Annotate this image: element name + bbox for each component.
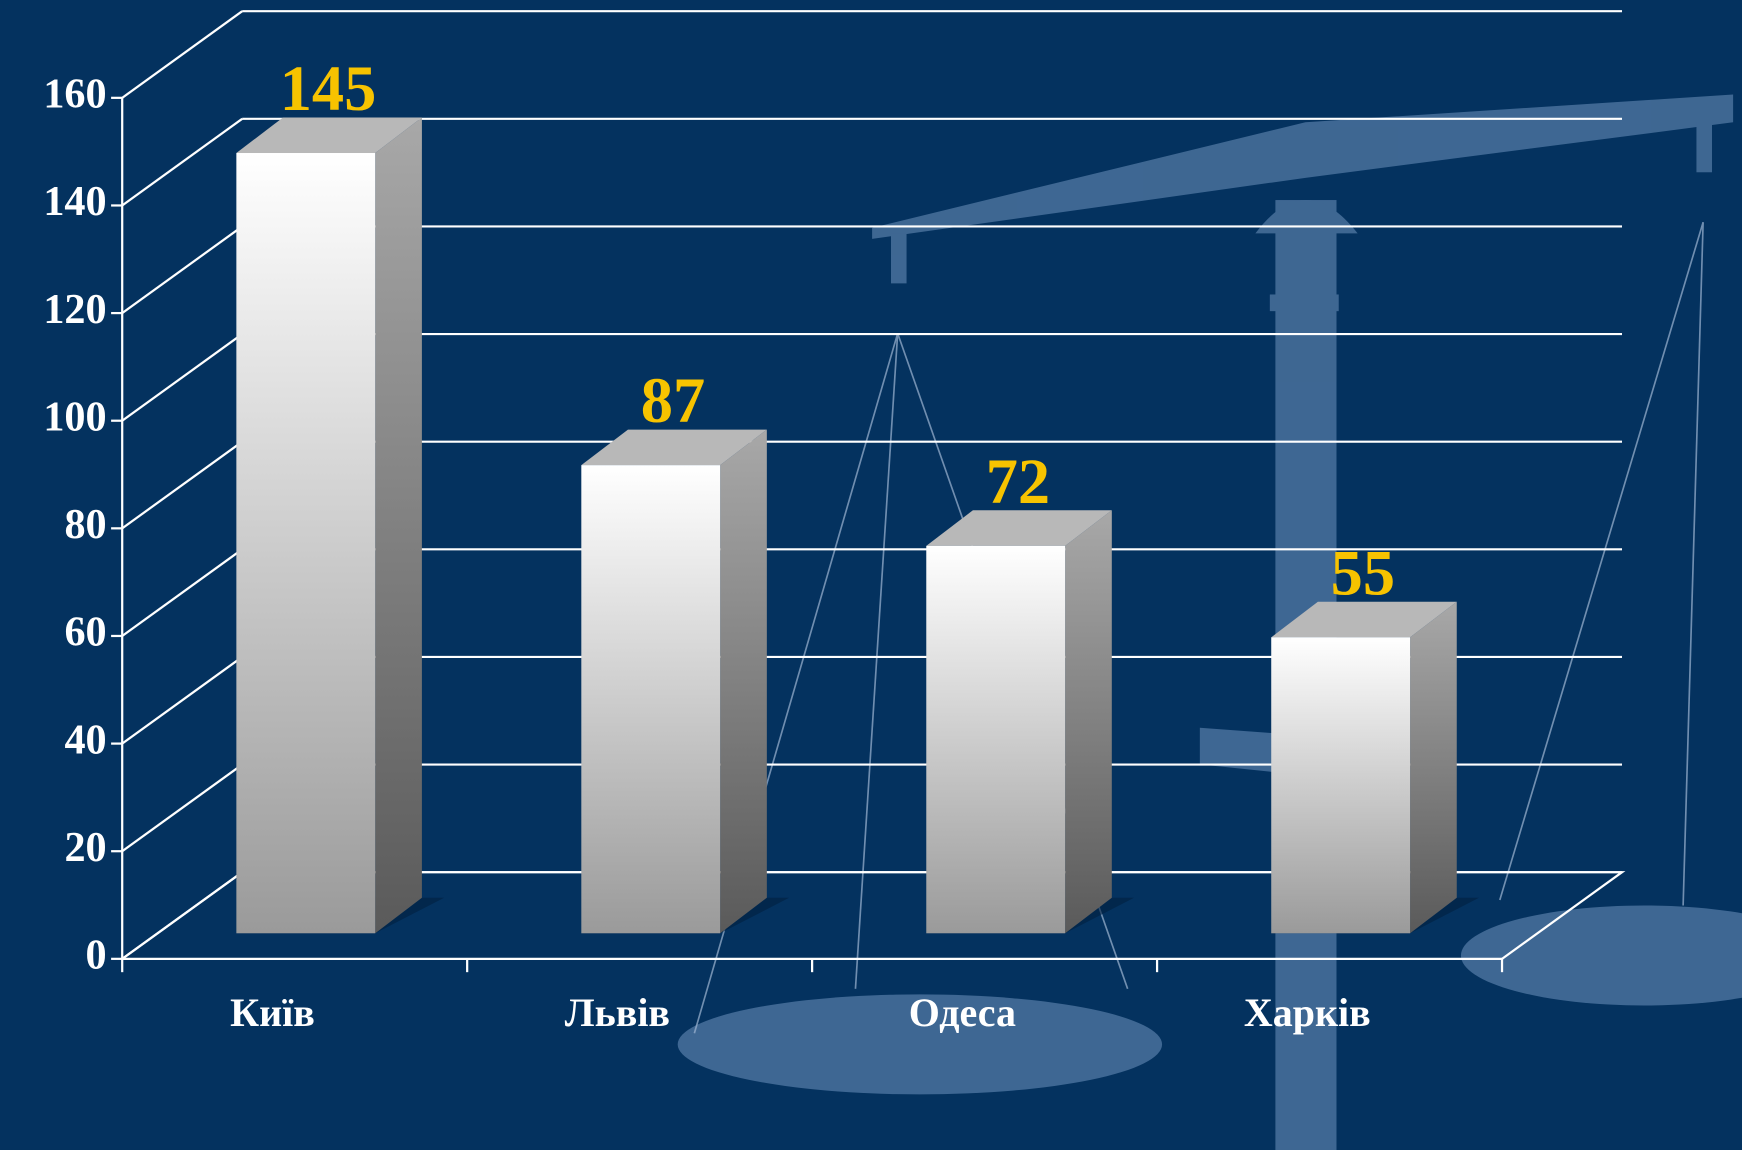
y-tick-label: 120	[43, 286, 106, 333]
y-tick-label: 20	[64, 824, 106, 871]
y-tick-label: 160	[43, 71, 106, 118]
y-tick-label: 60	[64, 609, 106, 656]
grid-line	[121, 440, 243, 530]
y-tick-label: 100	[43, 393, 106, 440]
bar-top	[1271, 601, 1457, 638]
x-tick-label: Львів	[565, 990, 670, 1035]
bar-top	[926, 510, 1112, 546]
bar-side	[1065, 510, 1112, 934]
bar-side	[720, 429, 767, 934]
grid-line	[121, 333, 243, 422]
grid-line	[121, 656, 243, 745]
grid-line	[121, 10, 243, 99]
bar-top	[581, 429, 767, 466]
grid-line	[121, 225, 243, 314]
bar-top	[236, 117, 422, 154]
bar	[926, 545, 1066, 934]
bar	[581, 465, 721, 934]
y-tick-label: 0	[86, 932, 107, 979]
bar	[236, 153, 376, 934]
y-tick-label: 140	[43, 178, 106, 225]
value-label: 145	[280, 53, 377, 124]
x-tick-label: Київ	[230, 990, 315, 1035]
y-tick-label: 40	[64, 716, 106, 763]
bar-side	[375, 117, 422, 934]
bar	[1271, 637, 1411, 934]
grid-line	[121, 117, 243, 207]
value-label: 72	[986, 446, 1050, 517]
y-tick-label: 80	[64, 501, 106, 548]
grid-line	[121, 763, 243, 853]
value-label: 55	[1331, 537, 1395, 608]
value-label: 87	[641, 365, 705, 436]
grid-line	[121, 871, 243, 960]
grid-line	[121, 548, 243, 637]
x-tick-label: Одеса	[909, 990, 1016, 1035]
bar-side	[1410, 601, 1457, 934]
x-tick-label: Харків	[1244, 990, 1371, 1035]
